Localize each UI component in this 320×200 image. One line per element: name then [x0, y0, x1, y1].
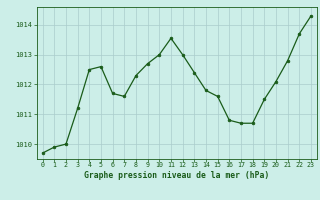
X-axis label: Graphe pression niveau de la mer (hPa): Graphe pression niveau de la mer (hPa): [84, 171, 269, 180]
